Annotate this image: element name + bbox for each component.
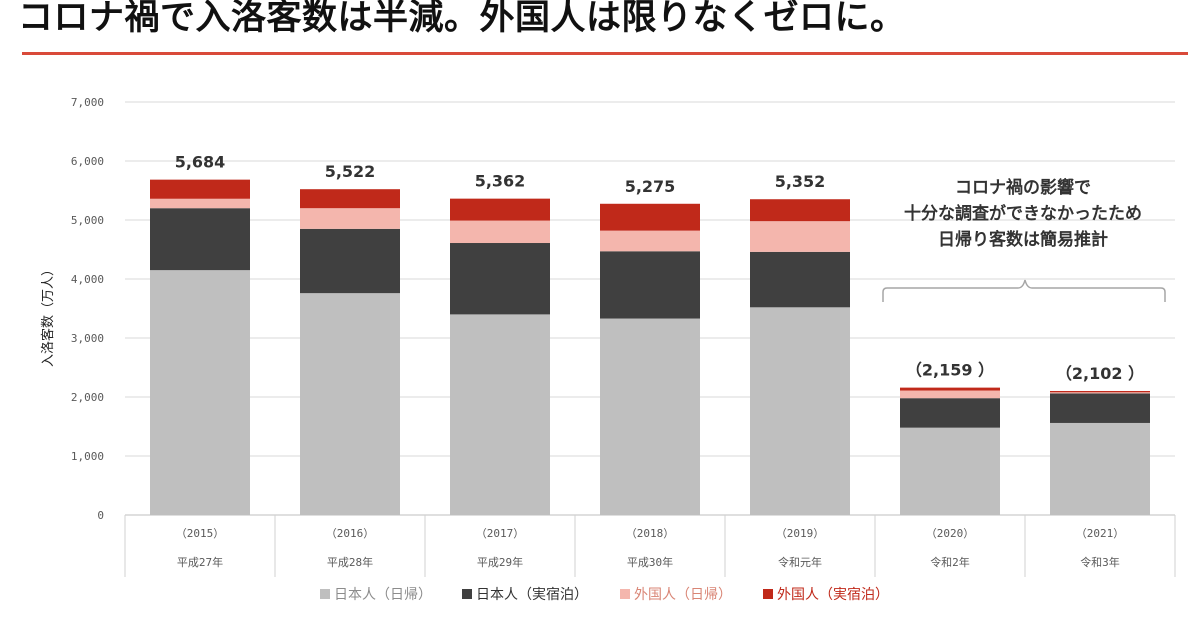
- bar-segment: [750, 199, 850, 222]
- x-tick-era: 令和3年: [1080, 555, 1120, 569]
- bar-segment: [750, 307, 850, 515]
- legend-swatch: [320, 589, 330, 599]
- y-tick-label: 6,000: [71, 155, 104, 168]
- total-label: 5,352: [775, 172, 826, 191]
- total-label: 5,362: [475, 172, 526, 191]
- note-line-2: 十分な調査ができなかったため: [904, 203, 1142, 224]
- note-brace: [882, 279, 1166, 302]
- bar-segment: [600, 318, 700, 515]
- title-underline: [22, 52, 1188, 55]
- bar-segment: [300, 208, 400, 229]
- x-tick-year: （2020）: [926, 527, 975, 540]
- legend-swatch: [763, 589, 773, 599]
- bar-segment: [300, 189, 400, 209]
- bar-segment: [1050, 390, 1150, 393]
- total-label: 5,522: [325, 162, 376, 181]
- y-tick-label: 5,000: [71, 214, 104, 227]
- y-tick-label: 3,000: [71, 332, 104, 345]
- x-tick-year: （2018）: [626, 527, 675, 540]
- bar-segment: [450, 220, 550, 244]
- bars: [150, 179, 1150, 515]
- y-tick-label: 2,000: [71, 391, 104, 404]
- bar-segment: [150, 198, 250, 209]
- note-line-1: コロナ禍の影響で: [955, 177, 1091, 198]
- bar-segment: [750, 251, 850, 308]
- x-tick-era: 令和2年: [930, 555, 970, 569]
- x-tick-era: 平成29年: [477, 555, 523, 569]
- category-axis: （2015） 平成27年 （2016） 平成28年 （2017） 平成29年 （2018） 平…: [124, 514, 1176, 577]
- legend-swatch: [462, 589, 472, 599]
- total-label: （2,102 ）: [1056, 364, 1144, 383]
- total-label: 5,684: [175, 153, 226, 172]
- x-tick-era: 令和元年: [778, 555, 822, 569]
- x-tick-year: （2015）: [176, 527, 225, 540]
- x-tick-era: 平成28年: [327, 555, 373, 569]
- bar-segment: [900, 390, 1000, 399]
- estimate-note: コロナ禍の影響で 十分な調査ができなかったため 日帰り客数は簡易推計: [882, 177, 1166, 302]
- x-tick-year: （2021）: [1076, 527, 1125, 540]
- legend-label: 日本人（日帰）: [334, 586, 432, 603]
- total-labels: 5,684 5,522 5,362 5,275 5,352 （2,159 ） （2,102 …: [175, 153, 1144, 383]
- bar-segment: [600, 203, 700, 231]
- y-tick-label: 7,000: [71, 96, 104, 109]
- bar-segment: [900, 398, 1000, 428]
- y-tick-label: 1,000: [71, 450, 104, 463]
- x-tick-era: 平成27年: [177, 555, 223, 569]
- bar-segment: [150, 270, 250, 515]
- bar-segment: [150, 179, 250, 199]
- bar-segment: [900, 387, 1000, 391]
- page-title: コロナ禍で入洛客数は半減。外国人は限りなくゼロに。: [18, 0, 906, 38]
- y-tick-label: 4,000: [71, 273, 104, 286]
- x-tick-year: （2017）: [476, 527, 525, 540]
- note-line-3: 日帰り客数は簡易推計: [938, 229, 1108, 250]
- legend-label: 外国人（実宿泊）: [777, 586, 889, 603]
- bar-segment: [450, 198, 550, 221]
- x-tick-era: 平成30年: [627, 555, 673, 569]
- y-axis-label: 入洛客数（万人）: [40, 263, 56, 367]
- y-axis-ticks: 0 1,000 2,000 3,000 4,000 5,000 6,000 7,000: [71, 96, 104, 522]
- bar-segment: [450, 243, 550, 315]
- bar-segment: [300, 228, 400, 294]
- legend-label: 日本人（実宿泊）: [476, 586, 588, 603]
- bar-segment: [600, 251, 700, 319]
- total-label: （2,159 ）: [906, 361, 994, 380]
- bar-segment: [750, 221, 850, 252]
- bar-segment: [450, 314, 550, 515]
- bar-segment: [300, 293, 400, 515]
- bar-segment: [150, 208, 250, 271]
- total-label: 5,275: [625, 177, 676, 196]
- legend-swatch: [620, 589, 630, 599]
- y-tick-label: 0: [97, 509, 104, 522]
- bar-segment: [1050, 392, 1150, 394]
- legend-label: 外国人（日帰）: [634, 586, 732, 603]
- bar-segment: [1050, 393, 1150, 423]
- legend: 日本人（日帰） 日本人（実宿泊） 外国人（日帰） 外国人（実宿泊）: [320, 586, 889, 603]
- bar-segment: [900, 427, 1000, 515]
- x-tick-year: （2016）: [326, 527, 375, 540]
- x-tick-year: （2019）: [776, 527, 825, 540]
- bar-segment: [600, 230, 700, 252]
- bar-segment: [1050, 422, 1150, 515]
